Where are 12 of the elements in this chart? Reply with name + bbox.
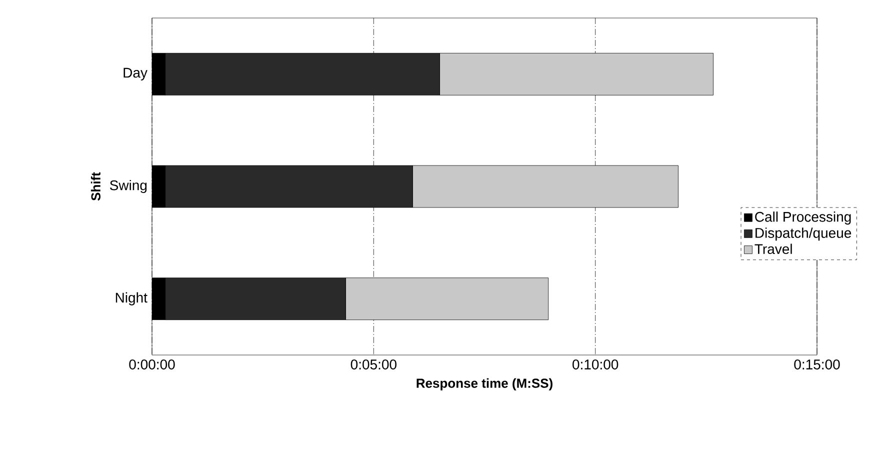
x-tick-label: 0:15:00 — [794, 360, 840, 370]
x-tick-label: 0:05:00 — [350, 360, 396, 370]
legend-label: Dispatch/queue — [756, 228, 852, 241]
legend-label: Call Processing — [755, 212, 851, 225]
y-tick-label: Day — [124, 68, 148, 80]
x-tick-label: 0:00:00 — [129, 360, 175, 370]
x-axis-title: Response time (M:SS) — [416, 378, 552, 390]
x-tick-label: 0:10:00 — [572, 360, 618, 370]
y-tick-label: Swing — [110, 180, 147, 194]
legend-label: Travel — [754, 244, 792, 254]
y-tick-label: Night — [116, 292, 148, 306]
y-axis-title: Shift — [90, 172, 100, 201]
